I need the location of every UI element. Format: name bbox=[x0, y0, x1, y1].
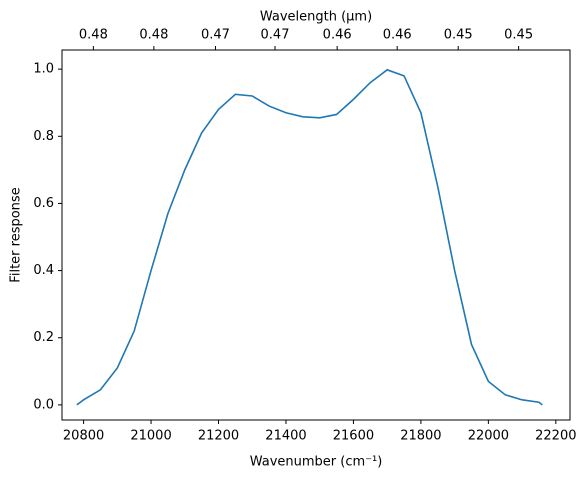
x-tick-label: 21400 bbox=[265, 429, 306, 444]
y-axis-label: Filter response bbox=[9, 187, 24, 282]
x-tick-label: 22200 bbox=[535, 429, 576, 444]
x2-tick-label: 0.45 bbox=[444, 28, 473, 43]
y-tick-label: 0.2 bbox=[33, 330, 54, 345]
x2-tick-label: 0.48 bbox=[79, 28, 108, 43]
x-axis-label: Wavenumber (cm⁻¹) bbox=[250, 455, 383, 470]
x-tick-label: 21600 bbox=[333, 429, 374, 444]
x2-tick-label: 0.47 bbox=[201, 28, 230, 43]
x2-tick-label: 0.46 bbox=[383, 28, 412, 43]
y-tick-label: 0.8 bbox=[33, 129, 54, 144]
x-tick-label: 21000 bbox=[130, 429, 171, 444]
y-tick-label: 1.0 bbox=[33, 62, 54, 77]
y-tick-label: 0.6 bbox=[33, 196, 54, 211]
x-tick-label: 21200 bbox=[198, 429, 239, 444]
x-tick-label: 21800 bbox=[400, 429, 441, 444]
plot-frame bbox=[61, 49, 571, 421]
x-tick-label: 22000 bbox=[468, 429, 509, 444]
data-line bbox=[76, 68, 543, 406]
x2-axis-label: Wavelength (μm) bbox=[260, 10, 372, 25]
x2-tick-label: 0.46 bbox=[323, 28, 352, 43]
y-tick-label: 0.0 bbox=[33, 397, 54, 412]
y-tick-label: 0.4 bbox=[33, 263, 54, 278]
x-tick-label: 20800 bbox=[63, 429, 104, 444]
x2-tick-label: 0.48 bbox=[139, 28, 168, 43]
x2-tick-label: 0.47 bbox=[261, 28, 290, 43]
x2-tick-label: 0.45 bbox=[504, 28, 533, 43]
